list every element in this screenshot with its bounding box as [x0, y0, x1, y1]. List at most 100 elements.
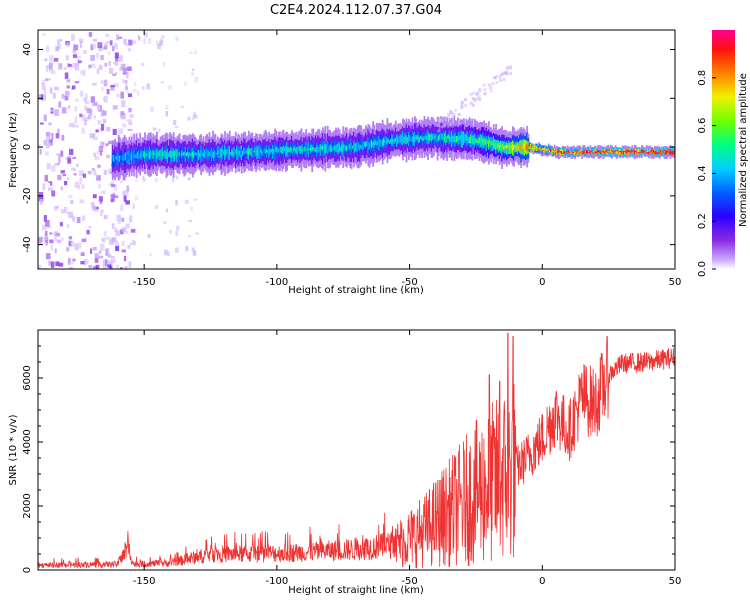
- heatmap-cell: [168, 230, 172, 234]
- heatmap-cell: [72, 62, 78, 69]
- heatmap-cell: [473, 135, 476, 145]
- heatmap-cell: [54, 109, 60, 117]
- heatmap-cell: [149, 252, 152, 257]
- heatmap-cell: [126, 90, 129, 93]
- heatmap-cell: [281, 146, 284, 155]
- heatmap-cell: [78, 184, 81, 190]
- heatmap-cell: [347, 146, 349, 150]
- heatmap-cell: [244, 147, 247, 155]
- heatmap-cell: [190, 152, 193, 157]
- heatmap-cell: [192, 250, 197, 256]
- heatmap-cell: [577, 151, 580, 155]
- heatmap-cell: [51, 132, 54, 140]
- heatmap-cell: [94, 253, 99, 259]
- spectrogram-axes: -150 -100 -50 0 50 -40 -20 0 20 40: [22, 30, 681, 288]
- heatmap-cell: [73, 124, 79, 128]
- heatmap-cell: [547, 150, 550, 152]
- heatmap-cell: [531, 146, 533, 151]
- heatmap-cell: [585, 150, 588, 154]
- heatmap-cell: [74, 116, 78, 124]
- heatmap-cell: [97, 119, 102, 125]
- heatmap-cell: [126, 66, 132, 72]
- heatmap-cell: [648, 152, 650, 155]
- heatmap-cell: [170, 151, 173, 159]
- heatmap-cell: [142, 151, 145, 158]
- heatmap-cell: [48, 181, 51, 184]
- heatmap-cell: [66, 79, 71, 83]
- heatmap-cell: [161, 35, 165, 39]
- heatmap-cell: [100, 141, 105, 148]
- heatmap-cell: [128, 215, 133, 223]
- heatmap-cell: [213, 152, 216, 158]
- heatmap-cell: [183, 81, 188, 86]
- heatmap-cell: [563, 146, 566, 154]
- heatmap-cell: [483, 92, 487, 96]
- heatmap-cell: [455, 136, 458, 143]
- heatmap-cell: [143, 38, 146, 44]
- x-tick-label: -50: [401, 576, 417, 587]
- heatmap-cell: [126, 185, 130, 192]
- heatmap-cell: [655, 150, 658, 155]
- heatmap-cell: [667, 149, 670, 153]
- heatmap-cell: [515, 146, 518, 151]
- heatmap-cell: [396, 138, 398, 141]
- heatmap-cell: [194, 152, 197, 156]
- heatmap-cell: [75, 63, 80, 71]
- heatmap-cell: [668, 148, 671, 155]
- heatmap-cell: [94, 173, 98, 177]
- heatmap-cell: [109, 171, 113, 175]
- heatmap-cell: [150, 150, 152, 159]
- heatmap-cell: [513, 144, 515, 150]
- heatmap-cell: [106, 248, 110, 255]
- heatmap-cell: [63, 180, 68, 186]
- heatmap-cell: [144, 151, 146, 159]
- heatmap-cell: [187, 177, 191, 181]
- heatmap-cell: [668, 152, 671, 154]
- heatmap-cell: [44, 230, 48, 237]
- heatmap-cell: [611, 149, 613, 155]
- heatmap-cell: [614, 148, 617, 158]
- heatmap-cell: [275, 146, 278, 152]
- heatmap-cell: [92, 136, 98, 141]
- heatmap-cell: [79, 199, 84, 204]
- heatmap-cell: [112, 105, 118, 110]
- heatmap-cell: [255, 146, 257, 156]
- heatmap-cell: [621, 151, 624, 153]
- heatmap-cell: [516, 144, 519, 152]
- heatmap-cell: [38, 144, 41, 148]
- heatmap-cell: [482, 83, 486, 87]
- heatmap-cell: [97, 42, 103, 49]
- heatmap-cell: [562, 149, 564, 156]
- heatmap-cell: [370, 140, 373, 149]
- colorbar-label: Normalized spectral amplitude: [738, 73, 749, 227]
- heatmap-cell: [658, 148, 661, 155]
- heatmap-cell: [38, 94, 42, 101]
- heatmap-cell: [98, 255, 104, 259]
- heatmap-cell: [120, 155, 122, 161]
- heatmap-cell: [42, 183, 46, 191]
- y-tick-label: 0: [22, 567, 33, 573]
- heatmap-cell: [100, 109, 104, 117]
- heatmap-cell: [472, 138, 475, 144]
- heatmap-cell: [126, 119, 132, 122]
- heatmap-cell: [430, 133, 433, 142]
- heatmap-cell: [100, 209, 103, 217]
- heatmap-cell: [65, 247, 70, 252]
- heatmap-cell: [546, 150, 549, 152]
- heatmap-cell: [120, 91, 124, 99]
- heatmap-cell: [440, 118, 444, 122]
- heatmap-cell: [58, 262, 64, 267]
- heatmap-cell: [203, 153, 206, 157]
- heatmap-cell: [214, 150, 217, 158]
- heatmap-cell: [87, 114, 92, 120]
- heatmap-cell: [110, 194, 116, 198]
- heatmap-cell: [593, 152, 595, 154]
- heatmap-cell: [452, 113, 456, 117]
- heatmap-cell: [76, 163, 79, 167]
- heatmap-cell: [582, 147, 585, 155]
- heatmap-cell: [673, 150, 675, 155]
- heatmap-cell: [240, 148, 243, 155]
- heatmap-cell: [115, 57, 119, 62]
- snr-series: [38, 332, 675, 569]
- heatmap-cell: [123, 255, 127, 262]
